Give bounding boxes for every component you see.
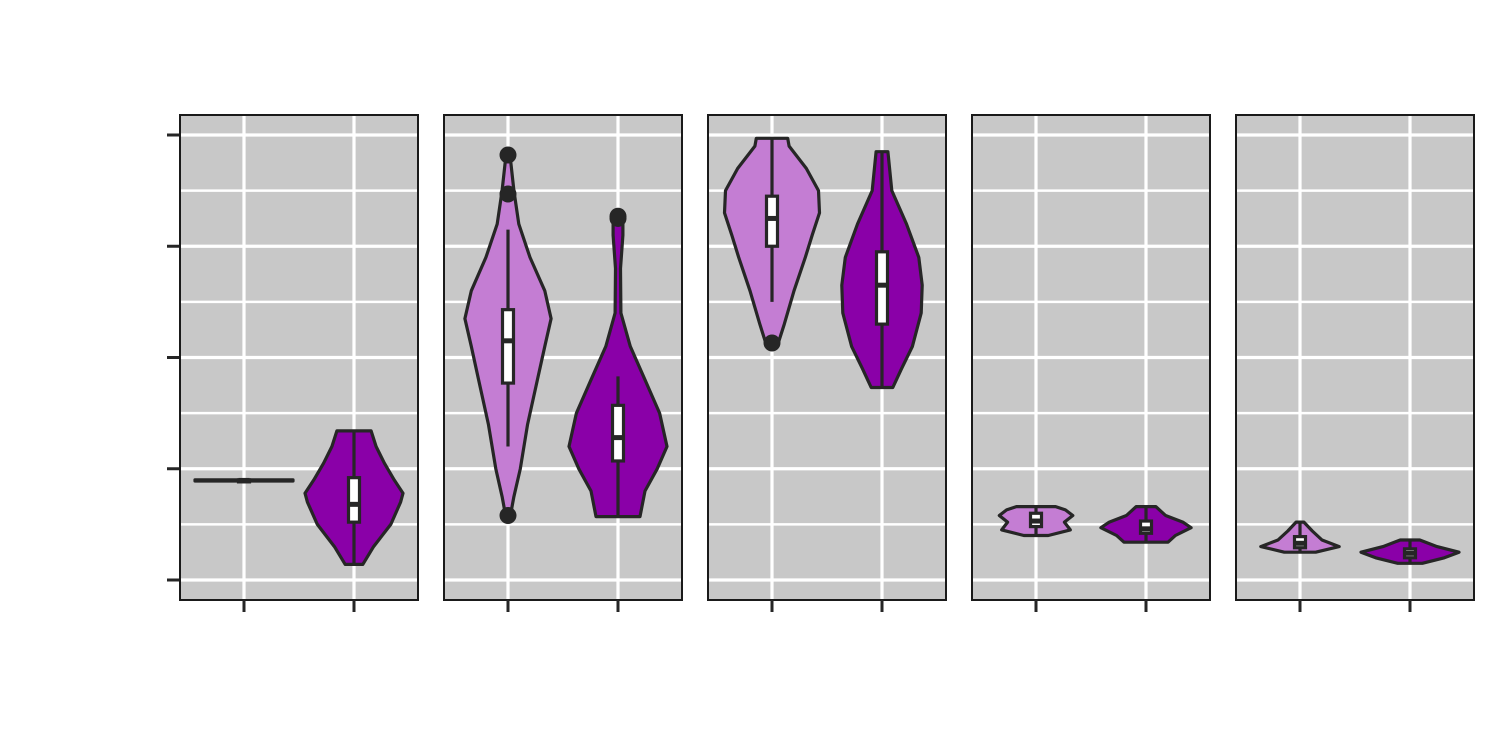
box-iqr [610, 403, 626, 463]
box-iqr [500, 308, 516, 385]
outlier-point [499, 506, 517, 524]
facet-panel [1235, 114, 1475, 612]
panel-border [443, 114, 683, 601]
box-iqr [346, 476, 362, 524]
outlier-point [763, 334, 781, 352]
outlier-point [499, 146, 517, 164]
facet-panel [443, 114, 683, 612]
panel-border [707, 114, 947, 601]
facet-panel [707, 114, 947, 612]
panel-border [179, 114, 419, 601]
outlier-point [499, 185, 517, 203]
facet-panel [179, 114, 419, 612]
facet-panel [971, 114, 1211, 612]
box-iqr [764, 194, 780, 248]
outlier-point [609, 207, 627, 225]
box-iqr [874, 250, 890, 326]
panel-border [1235, 114, 1475, 601]
panel-border [971, 114, 1211, 601]
